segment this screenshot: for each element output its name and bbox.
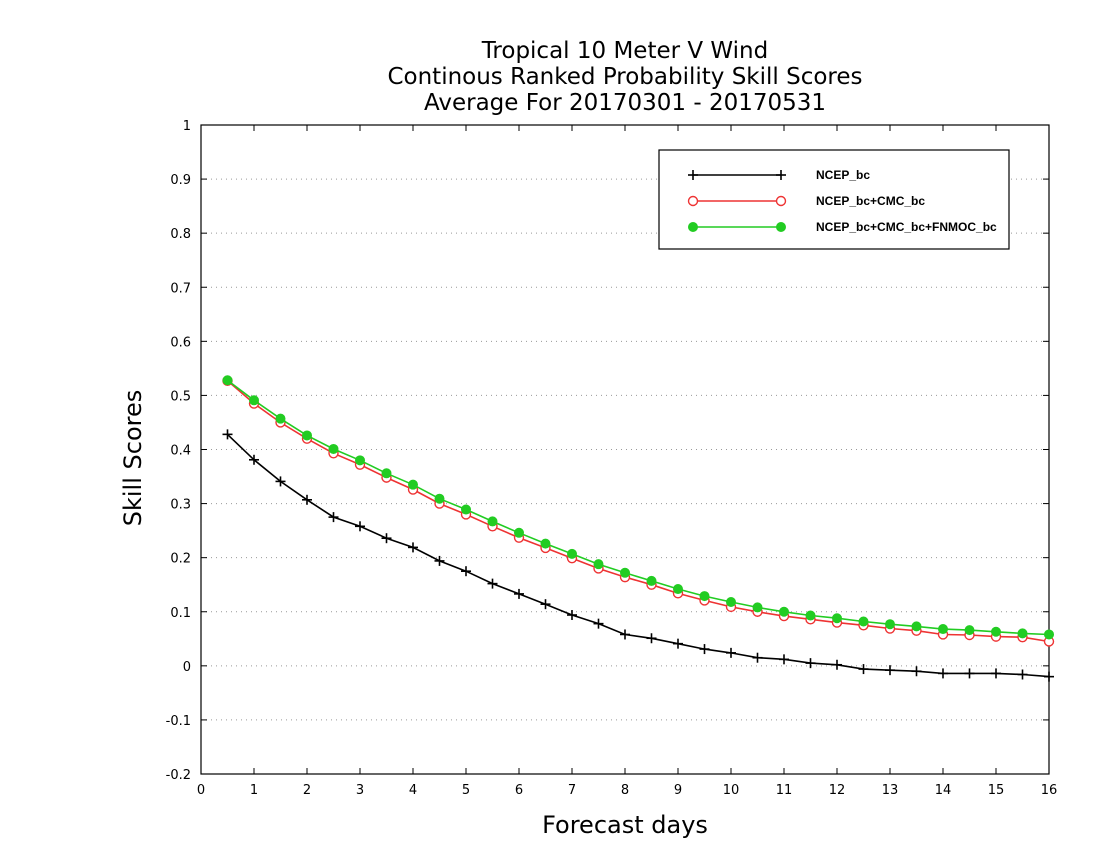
data-point: [355, 455, 365, 466]
data-point: [646, 575, 657, 586]
y-tick-label: 0.4: [170, 444, 191, 459]
data-point: [885, 619, 895, 630]
data-point: [434, 493, 445, 504]
data-point: [1044, 629, 1054, 640]
data-point: [302, 430, 312, 441]
x-tick-label: 7: [568, 783, 576, 798]
legend: NCEP_bc NCEP_bc+CMC_bc NCEP_bc+CMC_bc+FNMO…: [658, 149, 1010, 250]
data-point: [1017, 628, 1028, 639]
x-tick-label: 10: [723, 783, 740, 798]
data-point: [408, 479, 418, 490]
y-tick-label: 0.6: [170, 335, 191, 350]
x-tick-label: 4: [409, 783, 417, 798]
data-point: [275, 413, 286, 424]
x-tick-label: 11: [776, 783, 793, 798]
x-tick-label: 6: [515, 783, 523, 798]
y-tick-label: -0.2: [166, 768, 191, 783]
data-point: [699, 591, 710, 602]
data-point: [222, 375, 233, 386]
x-tick-label: 8: [621, 783, 629, 798]
x-axis-label: Forecast days: [542, 811, 708, 839]
x-tick-label: 16: [1041, 783, 1058, 798]
x-tick-label: 9: [674, 783, 682, 798]
series-line: [227, 379, 1050, 636]
y-tick-label: 0.2: [170, 552, 191, 567]
data-point: [487, 516, 498, 527]
data-point: [911, 621, 922, 632]
y-axis-label: Skill Scores: [119, 390, 147, 527]
legend-item: NCEP_bc+CMC_bc: [687, 194, 925, 208]
legend-label: NCEP_bc+CMC_bc: [816, 194, 925, 208]
plot-series: [222, 375, 1055, 682]
legend-item: NCEP_bc: [688, 168, 870, 182]
data-point: [688, 222, 698, 232]
y-tick-label: -0.1: [166, 714, 191, 729]
x-tick-label: 15: [988, 783, 1005, 798]
data-point: [726, 597, 736, 608]
x-tick-label: 1: [250, 783, 258, 798]
x-tick-label: 3: [356, 783, 364, 798]
data-point: [514, 527, 524, 538]
data-point: [673, 584, 683, 595]
y-tick-label: 0.8: [170, 227, 191, 242]
series-line: [226, 433, 1050, 678]
x-tick-label: 2: [303, 783, 311, 798]
x-tick-label: 14: [935, 783, 952, 798]
y-tick-label: 0.7: [170, 281, 191, 296]
y-axis: -0.2 -0.1 0 0.1 0.2 0.3 0.4 0.5 0.6 0.7 0.8 0.9 1: [166, 119, 1049, 783]
series-2: [222, 375, 1054, 640]
series-0: [222, 429, 1054, 682]
data-point: [752, 602, 763, 613]
data-point: [858, 616, 869, 627]
x-axis: 0 1 2 3 4 5 6 7 8 9 10 11 12 13 14 15 16: [197, 125, 1057, 798]
y-tick-label: 0.3: [170, 498, 191, 513]
y-tick-label: 0: [183, 660, 191, 675]
chart-title-line: Tropical 10 Meter V Wind: [481, 38, 768, 64]
data-point: [964, 625, 975, 636]
chart-title-line: Continous Ranked Probability Skill Score…: [387, 64, 862, 90]
x-tick-label: 13: [882, 783, 899, 798]
data-point: [775, 195, 787, 207]
legend-item: NCEP_bc+CMC_bc+FNMOC_bc: [688, 220, 997, 234]
data-point: [805, 610, 816, 621]
data-point: [540, 538, 551, 549]
x-tick-label: 5: [462, 783, 470, 798]
data-point: [832, 613, 842, 624]
legend-box: [658, 149, 1010, 250]
series-1: [222, 375, 1055, 647]
data-point: [249, 395, 259, 406]
data-point: [687, 195, 699, 207]
y-tick-label: 0.1: [170, 606, 191, 621]
data-point: [991, 626, 1001, 637]
y-tick-label: 0.5: [170, 389, 191, 404]
data-point: [779, 606, 789, 617]
legend-label: NCEP_bc+CMC_bc+FNMOC_bc: [816, 220, 997, 234]
data-point: [461, 504, 471, 515]
legend-label: NCEP_bc: [816, 168, 870, 182]
data-point: [620, 567, 630, 578]
chart-title-line: Average For 20170301 - 20170531: [424, 90, 826, 116]
data-point: [381, 468, 392, 479]
x-tick-label: 0: [197, 783, 205, 798]
data-point: [567, 548, 577, 559]
x-tick-label: 12: [829, 783, 846, 798]
y-tick-label: 0.9: [170, 173, 191, 188]
data-point: [593, 559, 604, 570]
series-line: [226, 380, 1050, 643]
data-point: [938, 624, 948, 635]
data-point: [328, 443, 339, 454]
y-tick-label: 1: [183, 119, 191, 134]
data-point: [776, 222, 786, 232]
